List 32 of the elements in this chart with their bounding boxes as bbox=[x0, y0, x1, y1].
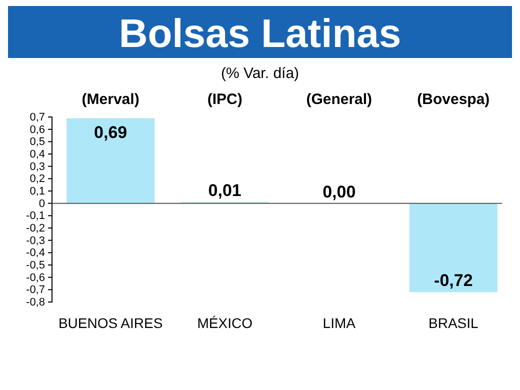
y-tick-label: 0,1 bbox=[30, 186, 45, 198]
text: (General) bbox=[306, 91, 372, 108]
x-tick-label: BRASIL bbox=[428, 315, 479, 331]
bar bbox=[66, 118, 155, 204]
data-label: -0,72 bbox=[434, 271, 473, 290]
chart-title: Bolsas Latinas bbox=[118, 12, 402, 56]
y-tick-label: 0,4 bbox=[30, 148, 45, 161]
data-label: 0,01 bbox=[208, 181, 242, 200]
text: (IPC) bbox=[207, 91, 242, 108]
y-tick-label: -0,7 bbox=[26, 284, 45, 296]
y-tick-label: -0,4 bbox=[26, 247, 45, 260]
chart-subtitle: (% Var. día) bbox=[220, 65, 300, 82]
y-tick-label: -0,8 bbox=[26, 296, 45, 309]
data-label: 0,69 bbox=[94, 123, 128, 142]
y-tick-label: 0,2 bbox=[30, 173, 45, 186]
y-tick-label: 0,6 bbox=[30, 124, 45, 136]
y-tick-label: -0,6 bbox=[26, 272, 45, 284]
text: (Bovespa) bbox=[417, 91, 490, 108]
y-tick-label: 0 bbox=[38, 198, 45, 210]
x-tick-label: BUENOS AIRES bbox=[58, 315, 163, 331]
y-tick-label: -0,1 bbox=[26, 210, 45, 222]
x-tick-label: LIMA bbox=[322, 315, 356, 331]
x-tick-label: MÉXICO bbox=[197, 315, 253, 331]
y-tick-label: -0,5 bbox=[26, 260, 45, 272]
y-tick-label: -0,3 bbox=[26, 234, 45, 247]
y-tick-label: 0,3 bbox=[30, 160, 45, 173]
bar bbox=[409, 203, 498, 292]
text: (Merval) bbox=[82, 91, 140, 108]
y-tick-label: 0,5 bbox=[30, 136, 45, 148]
y-tick-label: -0,2 bbox=[26, 222, 45, 235]
y-tick-label: 0,7 bbox=[30, 112, 45, 124]
data-label: 0,00 bbox=[322, 182, 356, 202]
